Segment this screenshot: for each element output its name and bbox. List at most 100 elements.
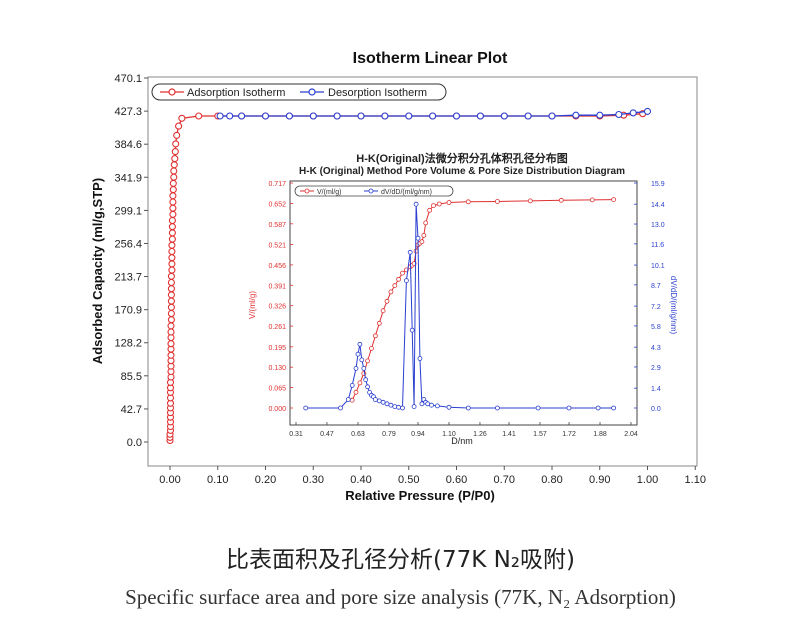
adsorption-point xyxy=(167,272,175,280)
x-axis: 0.00 0.10 0.20 0.30 0.40 0.50 0.60 0.70 0.80 0.90… xyxy=(159,466,706,486)
inset-volume-point xyxy=(421,232,427,238)
inset-dvdd-point xyxy=(361,365,367,371)
adsorption-point xyxy=(171,155,179,163)
inset-volume-point xyxy=(527,198,533,204)
inset-dvdd-point xyxy=(535,405,541,411)
inset-left-axis: 0.000 0.065 0.130 0.195 0.261 0.326 0.391 0.456… xyxy=(268,181,293,413)
desorption-point xyxy=(226,112,234,120)
inset-volume-point xyxy=(365,358,371,364)
inset-dvdd-point xyxy=(465,405,471,411)
desorption-point xyxy=(548,112,556,120)
chart-title: Isotherm Linear Plot xyxy=(353,50,508,67)
inset-x-tick-label: 1.72 xyxy=(562,431,576,438)
y-tick-label: 85.5 xyxy=(121,371,142,383)
inset-dvdd-point xyxy=(365,384,371,390)
inset-dvdd-point xyxy=(388,402,394,408)
adsorption-point xyxy=(170,167,178,175)
x-tick-label: 0.20 xyxy=(255,474,276,486)
inset-dvdd-point xyxy=(446,404,452,410)
inset-dvdd-point xyxy=(595,405,601,411)
adsorption-point xyxy=(169,204,177,212)
y-axis-label: Adsorbed Capacity (ml/g,STP) xyxy=(90,178,105,364)
inset-x-tick-label: 1.88 xyxy=(593,431,607,438)
inset-dvdd-point xyxy=(417,356,423,361)
y-axis: 0.0 42.7 85.5 128.2 170.9 213.7 256.4 299.1 341.… xyxy=(114,73,148,449)
adsorption-point xyxy=(169,186,177,194)
x-tick-label: 0.10 xyxy=(207,474,228,486)
adsorption-point xyxy=(168,235,176,243)
inset-dvdd-point xyxy=(349,382,355,388)
x-tick-label: 1.10 xyxy=(685,474,706,486)
inset-y-tick-label: 0.391 xyxy=(268,283,286,290)
inset-volume-point xyxy=(400,270,405,276)
adsorption-point xyxy=(168,229,176,237)
x-tick-label: 0.50 xyxy=(398,474,419,486)
adsorption-point xyxy=(168,247,176,256)
inset-legend-dv-label: dV/dD/(ml/g/nm) xyxy=(381,189,432,196)
inset-legend-dv-marker xyxy=(368,188,374,194)
adsorption-point xyxy=(195,112,203,120)
inset-volume-point xyxy=(465,199,471,205)
inset-legend-v-label: V/(ml/g) xyxy=(317,189,342,196)
inset-y2-tick-label: 8.7 xyxy=(651,283,661,290)
inset-title: H-K(Original)法微分积分孔体积孔径分布图 xyxy=(356,151,567,165)
y-tick-label: 427.3 xyxy=(114,106,142,118)
desorption-point xyxy=(381,112,389,120)
inset-x-tick-label: 0.63 xyxy=(351,431,365,438)
inset-y2-tick-label: 14.4 xyxy=(651,202,665,209)
desorption-point xyxy=(333,112,341,120)
y-tick-label: 128.2 xyxy=(114,338,142,350)
inset-x-tick-label: 1.10 xyxy=(442,431,456,438)
inset-dvdd-point xyxy=(345,397,351,402)
inset-volume-point xyxy=(431,203,436,209)
adsorption-point xyxy=(172,140,180,148)
inset-y2-tick-label: 4.3 xyxy=(651,345,661,352)
inset-dvdd-point xyxy=(413,201,419,207)
y-tick-label: 42.7 xyxy=(121,404,142,416)
inset-dvdd-point xyxy=(363,377,369,383)
y-tick-label: 213.7 xyxy=(114,272,142,284)
adsorption-point xyxy=(170,173,178,181)
inset-dvdd-point xyxy=(372,397,378,402)
inset-dvdd-point xyxy=(353,365,359,371)
inset-legend: V/(ml/g) dV/dD/(ml/g/nm) xyxy=(294,185,454,197)
inset-y-tick-label: 0.000 xyxy=(268,406,286,413)
inset-volume-point xyxy=(376,320,382,326)
inset-dvdd-point xyxy=(611,405,616,411)
inset-x-axis-label: D/nm xyxy=(451,436,473,446)
inset-volume-point xyxy=(423,220,429,226)
inset-volume-point xyxy=(446,200,452,205)
y-tick-label: 299.1 xyxy=(114,205,142,217)
inset-volume-point xyxy=(392,283,398,289)
legend-desorption-marker xyxy=(308,88,316,96)
inset-dvdd-point xyxy=(409,327,415,333)
inset-dvdd-point xyxy=(380,399,386,405)
desorption-point xyxy=(357,112,365,120)
inset-y2-tick-label: 2.9 xyxy=(651,365,661,372)
legend-adsorption-label: Adsorption Isotherm xyxy=(187,87,285,99)
desorption-point xyxy=(643,107,652,115)
caption-chinese: 比表面积及孔径分析(77K N₂吸附) xyxy=(225,547,576,573)
inset-y2-tick-label: 0.0 xyxy=(651,406,661,413)
adsorption-point xyxy=(168,241,176,249)
inset-volume-point xyxy=(396,276,402,282)
desorption-point xyxy=(238,112,246,120)
inset-x-axis: 0.31 0.47 0.63 0.79 0.94 1.10 1.26 1.41 1.57 1.72… xyxy=(289,422,638,438)
adsorption-point xyxy=(167,291,175,299)
inset-x-tick-label: 0.47 xyxy=(320,431,334,438)
legend-box xyxy=(151,83,447,101)
inset-volume-point xyxy=(388,289,394,295)
inset-dvdd-point xyxy=(429,402,434,408)
desorption-point xyxy=(216,112,224,120)
inset-dvdd-point xyxy=(376,398,382,404)
adsorption-point xyxy=(173,131,181,139)
adsorption-point xyxy=(167,340,175,348)
inset-x-tick-label: 0.79 xyxy=(382,431,396,438)
desorption-point xyxy=(405,112,413,120)
inset-y-tick-label: 0.261 xyxy=(268,324,286,331)
x-tick-label: 0.00 xyxy=(159,474,180,486)
inset-y2-tick-label: 11.6 xyxy=(651,242,664,249)
inset-y-tick-label: 0.652 xyxy=(268,201,286,208)
x-tick-label: 0.60 xyxy=(446,474,467,486)
